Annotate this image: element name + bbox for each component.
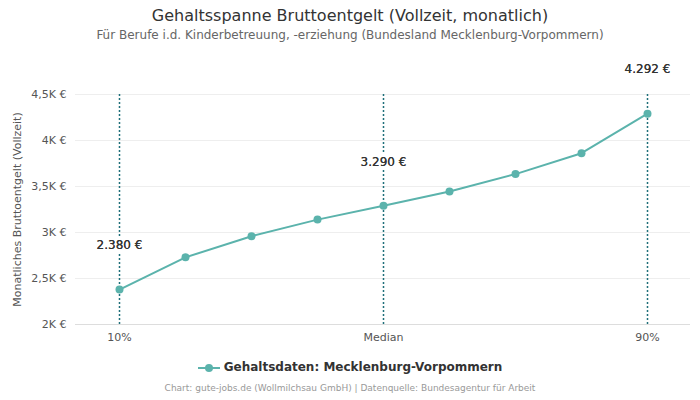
svg-text:4.292 €: 4.292 €: [625, 62, 671, 76]
svg-text:2.380 €: 2.380 €: [97, 238, 143, 252]
svg-text:3,5K €: 3,5K €: [31, 180, 66, 193]
svg-text:2K €: 2K €: [42, 318, 67, 331]
html-text:Gehaltsspanne Bruttoentgelt (V: Gehaltsspanne Bruttoentgelt (Vollzeit, m…: [151, 6, 549, 25]
svg-text:2.380 €: 2.380 €: [97, 238, 143, 252]
svg-text:10%: 10%: [107, 331, 131, 344]
svg-text:3.290 €: 3.290 €: [361, 155, 407, 169]
html-text:Chart: gute-jobs.de (Wollmilch: Chart: gute-jobs.de (Wollmilchsau GmbH) …: [164, 383, 536, 393]
html-text:Für Berufe i.d. Kinderbetreuun: Für Berufe i.d. Kinderbetreuung, -erzieh…: [96, 28, 604, 42]
svg-text:4K €: 4K €: [42, 134, 67, 147]
svg-text:90%: 90%: [635, 331, 659, 344]
svg-text:3.290 €: 3.290 €: [361, 155, 407, 169]
svg-text:Monatliches Bruttoentgelt (Vol: Monatliches Bruttoentgelt (Vollzeit): [11, 112, 24, 306]
svg-text:3K €: 3K €: [42, 226, 67, 239]
svg-text:4.292 €: 4.292 €: [625, 62, 671, 76]
svg-text:2,5K €: 2,5K €: [31, 272, 66, 285]
html-text:Gehaltsdaten: Mecklenburg-Vorp: Gehaltsdaten: Mecklenburg-Vorpommern: [223, 360, 503, 374]
svg-text:4,5K €: 4,5K €: [31, 88, 66, 101]
svg-text:Median: Median: [363, 331, 403, 344]
